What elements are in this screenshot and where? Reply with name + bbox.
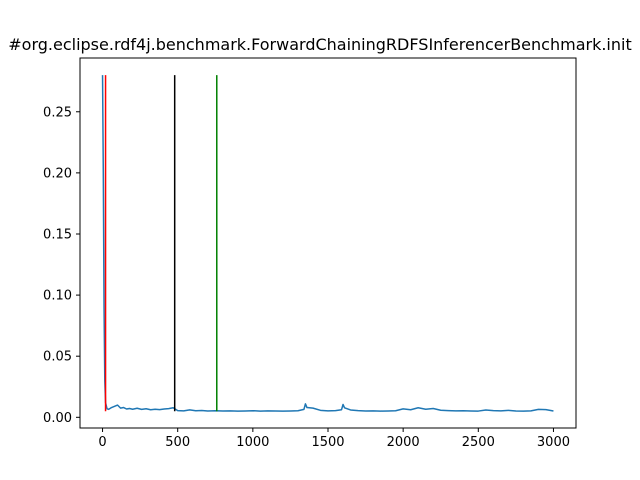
y-tick-label: 0.10 (43, 289, 72, 304)
y-tick-label: 0.05 (43, 350, 72, 365)
x-tick-label: 3000 (537, 435, 570, 450)
axes-frame (79, 57, 577, 429)
plot-area (101, 75, 554, 412)
x-axis-ticks: 0 500 1000 1500 2000 2500 3000 (98, 428, 570, 450)
y-tick-label: 0.20 (43, 166, 72, 181)
x-tick-label: 1500 (311, 435, 344, 450)
x-tick-label: 500 (165, 435, 190, 450)
series-line-0 (101, 75, 554, 412)
chart-title: #org.eclipse.rdf4j.benchmark.ForwardChai… (8, 35, 631, 54)
x-tick-label: 1000 (236, 435, 269, 450)
x-tick-label: 2000 (387, 435, 420, 450)
y-tick-label: 0.00 (43, 411, 72, 426)
y-axis-ticks: 0.00 0.05 0.10 0.15 0.20 0.25 (43, 105, 80, 426)
y-tick-label: 0.15 (43, 227, 72, 242)
x-tick-label: 2500 (462, 435, 495, 450)
x-tick-label: 0 (98, 435, 106, 450)
y-tick-label: 0.25 (43, 105, 72, 120)
